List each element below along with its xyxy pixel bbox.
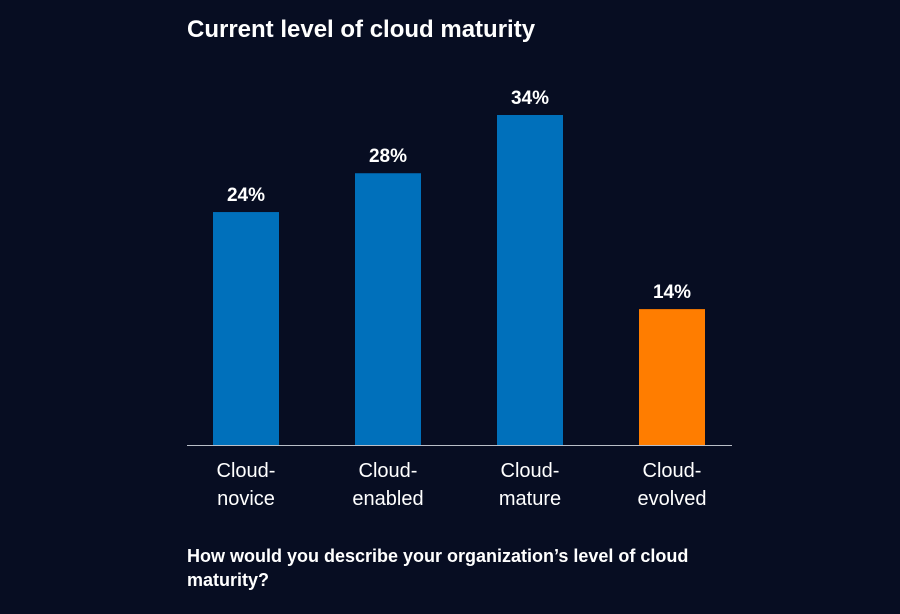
category-label-line: enabled [352,488,423,510]
survey-question: How would you describe your organization… [187,546,689,590]
category-label-line: Cloud- [217,460,276,482]
data-label: 24% [227,185,265,206]
bar-cloud-enabled [355,173,421,445]
category-label-line: Cloud- [643,460,702,482]
data-label: 34% [511,88,549,109]
category-label: Cloud-enabled [352,460,423,510]
data-label: 28% [369,146,407,167]
chart-title: Current level of cloud maturity [187,16,536,43]
category-label: Cloud-novice [217,460,276,510]
category-label-line: Cloud- [359,460,418,482]
bar-cloud-mature [497,115,563,445]
data-label: 14% [653,282,691,303]
category-label: Cloud-mature [499,460,561,510]
category-label: Cloud-evolved [638,460,707,510]
bar-cloud-novice [213,212,279,445]
category-label-line: Cloud- [501,460,560,482]
category-label-line: novice [217,488,275,510]
category-label-line: mature [499,488,561,510]
category-label-line: evolved [638,488,707,510]
bar-cloud-evolved [639,309,705,445]
